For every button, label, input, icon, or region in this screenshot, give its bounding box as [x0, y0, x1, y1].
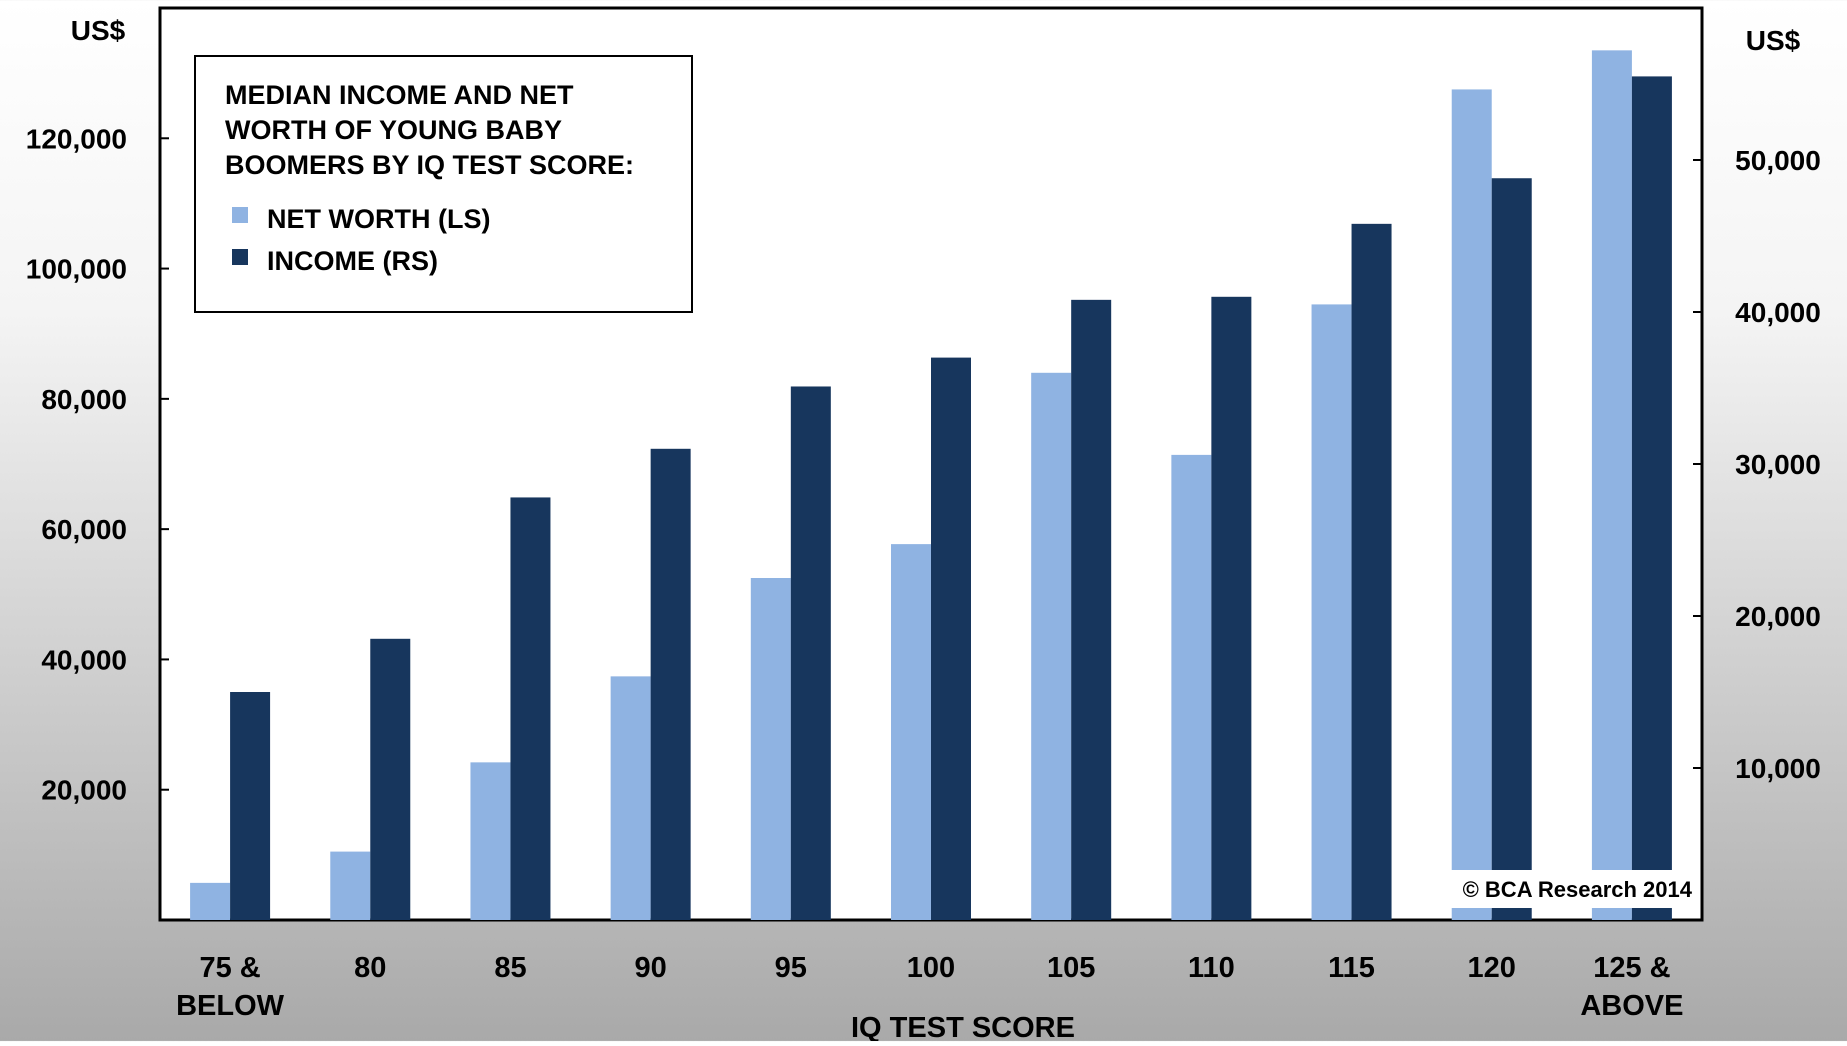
bar-net-worth [1031, 372, 1072, 920]
x-tick-label: 90 [635, 952, 667, 984]
left-tick-label: 40,000 [41, 644, 127, 675]
x-tick-label: 105 [1047, 952, 1095, 984]
source-note: © BCA Research 2014 [1463, 877, 1693, 902]
x-tick-label: 115 [1328, 952, 1375, 984]
bar-income [370, 638, 411, 920]
left-tick-label: 60,000 [41, 514, 127, 545]
bar-net-worth [190, 882, 231, 920]
x-tick-label: 100 [907, 952, 955, 984]
bar-income [230, 692, 271, 920]
bar-net-worth [1451, 89, 1492, 920]
legend-box [194, 55, 693, 313]
x-tick-label: 95 [775, 952, 807, 984]
bar-income [790, 386, 831, 921]
legend-swatch-net-worth [232, 207, 248, 223]
legend-swatch-income [232, 249, 248, 265]
x-axis-label: IQ TEST SCORE [851, 1012, 1075, 1041]
bar-net-worth [1311, 304, 1352, 920]
right-tick-label: 40,000 [1735, 297, 1821, 328]
bar-net-worth [1171, 454, 1212, 920]
bar-net-worth [330, 851, 371, 920]
left-tick-label: 80,000 [41, 384, 127, 415]
bar-net-worth [750, 578, 791, 920]
bar-income [510, 497, 551, 920]
bar-income [1211, 296, 1252, 920]
right-axis-unit: US$ [1746, 25, 1801, 56]
x-tick-label: 80 [354, 952, 386, 984]
right-tick-label: 10,000 [1735, 753, 1821, 784]
bar-income [931, 357, 971, 921]
legend-title-line-3: BOOMERS BY IQ TEST SCORE: [225, 150, 634, 180]
legend-label-net-worth: NET WORTH (LS) [267, 204, 490, 234]
x-axis: 75 & BELOW 80 85 90 95 100 105 110 115 120 125 & ABO… [176, 952, 1683, 1022]
x-tick-label: 85 [494, 952, 526, 984]
x-tick-label: 110 [1188, 952, 1235, 984]
right-tick-label: 20,000 [1735, 601, 1821, 632]
net-worth-bars [190, 50, 1632, 921]
income-bars [230, 76, 1672, 921]
right-tick-label: 30,000 [1735, 449, 1821, 480]
bar-income [1631, 76, 1672, 920]
left-axis: 20,000 40,000 60,000 80,000 100,000 120,000 [26, 123, 169, 806]
right-tick-label: 50,000 [1735, 145, 1821, 176]
bar-income [1491, 178, 1532, 921]
bar-income [650, 448, 691, 920]
right-axis: 10,000 20,000 30,000 40,000 50,000 [1693, 145, 1821, 784]
left-axis-unit: US$ [71, 15, 126, 46]
bar-net-worth [610, 676, 651, 920]
legend: MEDIAN INCOME AND NET WORTH OF YOUNG BAB… [194, 55, 693, 313]
left-tick-label: 100,000 [26, 254, 127, 285]
legend-label-income: INCOME (RS) [267, 246, 438, 276]
left-tick-label: 20,000 [41, 775, 127, 806]
bar-income [1351, 223, 1392, 921]
source-note-bg [1438, 870, 1698, 908]
left-tick-label: 120,000 [26, 123, 127, 154]
bar-net-worth [1591, 50, 1632, 921]
x-tick-label: 125 & ABOVE [1580, 952, 1683, 1022]
x-tick-label: 120 [1468, 952, 1516, 984]
legend-title-line-2: WORTH OF YOUNG BABY [225, 115, 562, 145]
bar-net-worth [891, 544, 931, 920]
bar-income [1071, 299, 1112, 921]
x-tick-label: 75 & BELOW [176, 952, 285, 1022]
legend-title-line-1: MEDIAN INCOME AND NET [225, 80, 574, 110]
bar-net-worth [470, 762, 511, 920]
